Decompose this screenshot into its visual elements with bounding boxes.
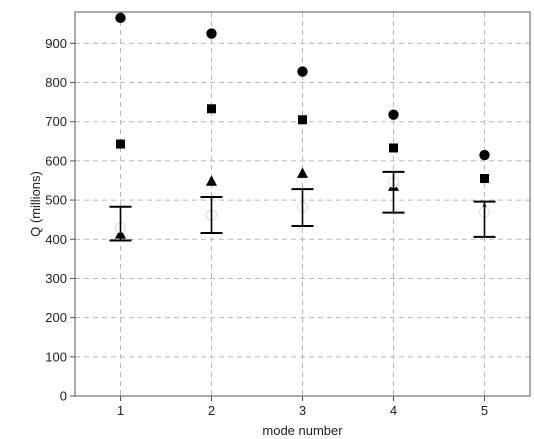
triangle-marker bbox=[297, 167, 308, 178]
x-tick-label: 2 bbox=[208, 403, 215, 418]
triangle-marker bbox=[206, 175, 217, 186]
square-marker bbox=[298, 115, 307, 125]
y-tick-label: 0 bbox=[60, 389, 67, 404]
circle-marker bbox=[297, 66, 308, 77]
y-tick-label: 600 bbox=[45, 153, 67, 168]
circle-marker bbox=[206, 28, 217, 39]
square-marker bbox=[116, 139, 125, 149]
series-square-filled bbox=[116, 104, 489, 184]
y-tick-label: 900 bbox=[45, 36, 67, 51]
y-axis-ticks: 0 100 200 300 400 500 600 700 800 900 bbox=[45, 36, 75, 404]
x-tick-label: 5 bbox=[481, 403, 488, 418]
y-tick-label: 200 bbox=[45, 310, 67, 325]
y-tick-label: 300 bbox=[45, 271, 67, 286]
y-tick-label: 400 bbox=[45, 232, 67, 247]
series-circle-filled bbox=[115, 12, 490, 161]
y-tick-label: 100 bbox=[45, 349, 67, 364]
square-marker bbox=[207, 104, 216, 114]
y-tick-label: 700 bbox=[45, 114, 67, 129]
circle-marker bbox=[479, 149, 490, 161]
y-tick-label: 800 bbox=[45, 75, 67, 90]
circle-marker bbox=[388, 109, 399, 120]
x-tick-label: 4 bbox=[390, 403, 397, 418]
y-axis-label: Q (millions) bbox=[28, 171, 43, 237]
x-axis-label: mode number bbox=[262, 423, 343, 438]
square-marker bbox=[389, 143, 398, 153]
x-tick-label: 1 bbox=[117, 403, 124, 418]
data-marks bbox=[109, 12, 496, 242]
circle-marker bbox=[115, 12, 126, 24]
x-axis-ticks: 1 2 3 4 5 bbox=[117, 396, 488, 418]
x-tick-label: 3 bbox=[299, 403, 306, 418]
y-tick-label: 500 bbox=[45, 193, 67, 208]
square-marker bbox=[480, 174, 489, 184]
series-errorbar bbox=[109, 170, 496, 242]
